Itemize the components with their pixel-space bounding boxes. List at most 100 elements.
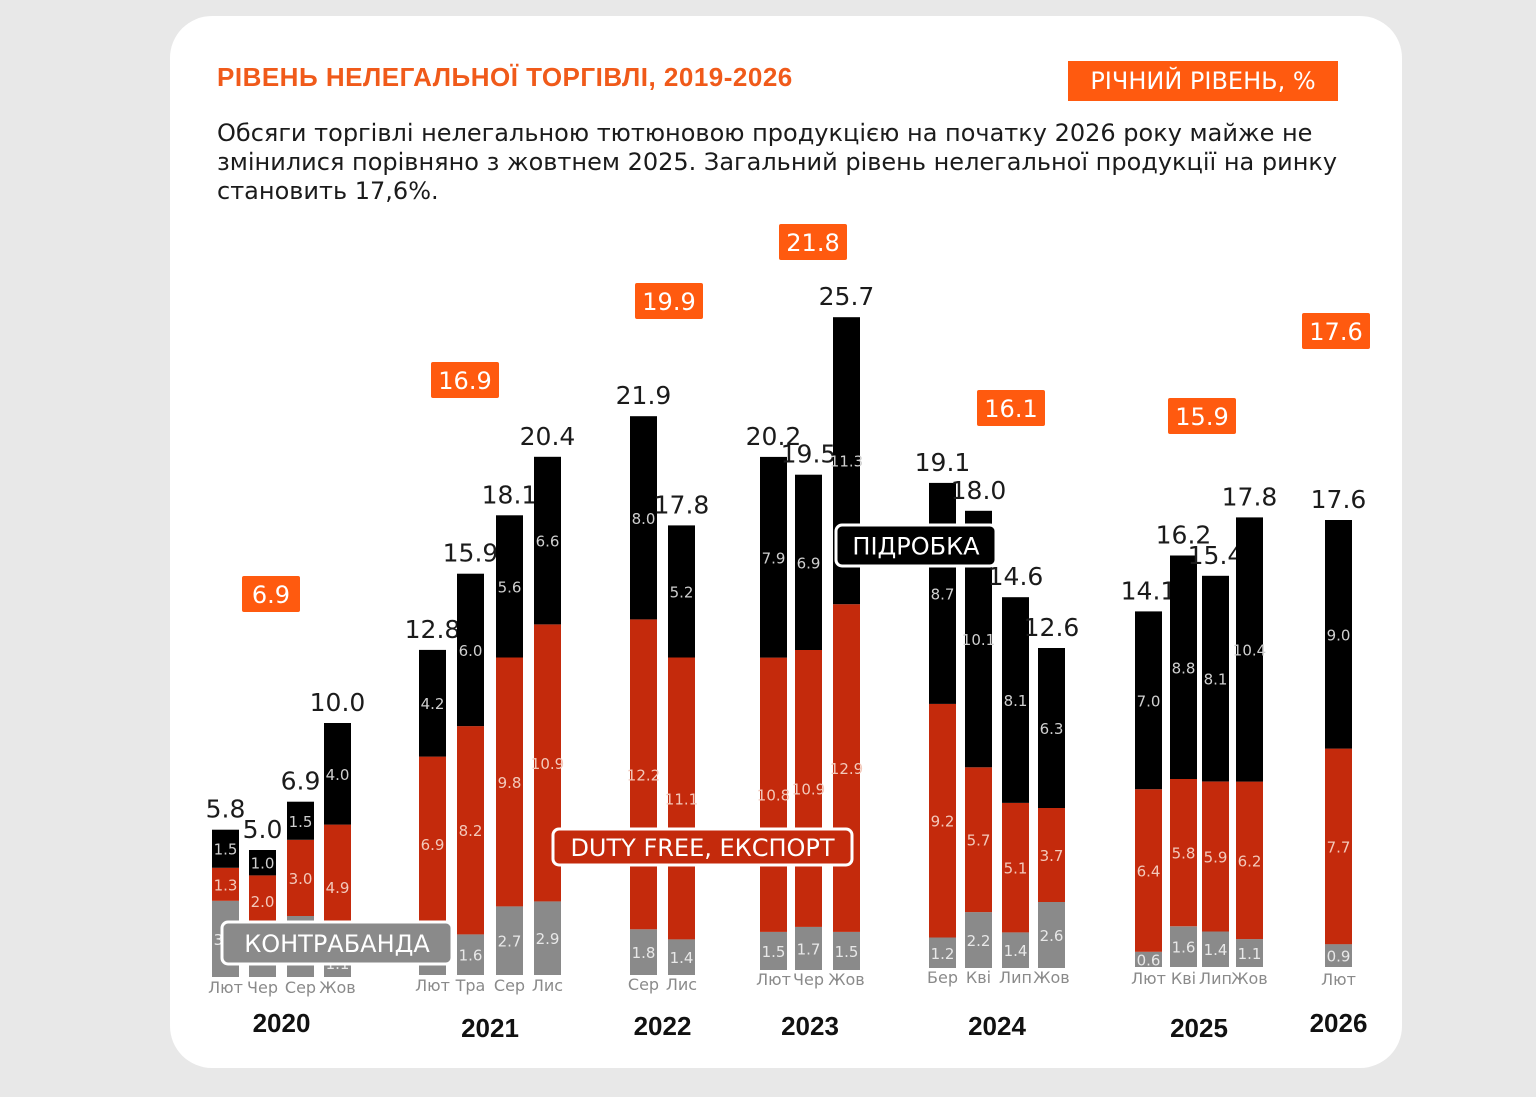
month-tick-label: Сер	[628, 975, 659, 994]
bar-segment-duty-free	[795, 650, 822, 927]
segment-value-label: 1.0	[251, 855, 275, 873]
bar-segment-duty-free	[1002, 802, 1029, 933]
bar-segment-duty-free	[457, 726, 484, 935]
segment-value-label: 8.0	[632, 510, 656, 528]
segment-value-label: 6.9	[421, 836, 445, 854]
annual-value-label: 15.9	[1175, 403, 1228, 431]
bar-total-label: 12.6	[1024, 613, 1080, 642]
bar-segment-duty-free	[287, 839, 314, 916]
year-label: 2023	[781, 1011, 839, 1041]
segment-value-label: 2.6	[1040, 927, 1064, 945]
annual-value-badge	[977, 390, 1045, 426]
segment-value-label: 5.1	[1004, 860, 1028, 878]
segment-value-label: 8.1	[1204, 671, 1228, 689]
segment-value-label: 11.3	[830, 453, 863, 471]
bar-segment-contraband	[965, 912, 992, 968]
month-tick-label: Сер	[494, 976, 525, 995]
bar-segment-counterfeit	[630, 416, 657, 620]
bar-total-label: 21.9	[616, 381, 672, 410]
bar-total-label: 17.8	[654, 490, 710, 519]
segment-value-label: 10.9	[792, 780, 825, 798]
bar-segment-counterfeit	[457, 573, 484, 727]
month-tick-label: Сер	[285, 978, 316, 997]
bar-segment-counterfeit	[1202, 575, 1229, 782]
bar-segment-counterfeit	[534, 456, 561, 625]
segment-value-label: 2.2	[967, 932, 991, 950]
month-tick-label: Жов	[1033, 968, 1069, 987]
bar-segment-counterfeit	[1002, 597, 1029, 803]
segment-value-label: 9.2	[931, 813, 955, 831]
bar-total-label: 20.4	[520, 422, 576, 451]
bar-segment-contraband	[1325, 944, 1352, 967]
bar-segment-duty-free	[212, 867, 239, 901]
bar-segment-duty-free	[419, 756, 446, 932]
bar-total-label: 14.1	[1121, 576, 1177, 605]
month-tick-label: Лип	[1199, 969, 1232, 988]
segment-value-label: 9.8	[498, 774, 522, 792]
legend-label-counterfeit: ПІДРОБКА	[852, 533, 980, 561]
segment-value-label: 6.3	[1040, 720, 1064, 738]
segment-value-label: 8.1	[1004, 692, 1028, 710]
segment-value-label: 4.0	[326, 766, 350, 784]
segment-value-label: 1.5	[762, 943, 786, 961]
legend-callout-contraband	[220, 920, 454, 966]
bar-segment-counterfeit	[668, 525, 695, 658]
bar-segment-contraband	[795, 926, 822, 970]
segment-value-label: 8.8	[1172, 659, 1196, 677]
segment-value-label: 5.6	[498, 578, 522, 596]
month-tick-label: Кві	[966, 968, 991, 987]
bar-segment-duty-free	[1170, 779, 1197, 927]
segment-value-label: 6.0	[459, 642, 483, 660]
month-tick-label: Тра	[455, 976, 486, 995]
bar-segment-duty-free	[630, 619, 657, 930]
bar-total-label: 17.6	[1311, 485, 1367, 514]
bar-total-label: 5.8	[206, 795, 246, 824]
segment-value-label: 2.0	[251, 893, 275, 911]
chart-title: РІВЕНЬ НЕЛЕГАЛЬНОЇ ТОРГІВЛІ, 2019-2026	[217, 62, 793, 92]
segment-value-label: 2.9	[536, 930, 560, 948]
year-label: 2021	[461, 1013, 519, 1043]
bar-segment-contraband	[668, 939, 695, 975]
month-tick-label: Чер	[793, 970, 824, 989]
segment-value-label: 7.0	[1137, 692, 1161, 710]
bar-segment-counterfeit	[324, 723, 351, 825]
year-label: 2025	[1170, 1013, 1228, 1043]
bar-segment-contraband	[1202, 931, 1229, 967]
bar-segment-contraband	[534, 901, 561, 975]
bar-total-label: 17.8	[1222, 482, 1278, 511]
bar-segment-counterfeit	[496, 515, 523, 658]
legend-callout-duty-free	[551, 827, 854, 867]
bar-segment-duty-free	[760, 657, 787, 932]
annual-value-badge	[779, 224, 847, 260]
bar-segment-counterfeit	[419, 649, 446, 757]
bar-segment-duty-free	[1038, 808, 1065, 902]
bar-segment-duty-free	[929, 703, 956, 938]
bar-segment-contraband	[929, 937, 956, 968]
month-tick-label: Кві	[1171, 969, 1196, 988]
segment-value-label: 1.2	[931, 945, 955, 963]
annual-value-label: 16.9	[438, 367, 491, 395]
segment-value-label: 1.1	[1238, 945, 1262, 963]
bar-segment-duty-free	[496, 657, 523, 907]
month-tick-label: Лют	[1131, 969, 1166, 988]
bar-segment-contraband	[496, 906, 523, 975]
bar-segment-contraband	[457, 934, 484, 975]
bar-total-label: 25.7	[819, 282, 875, 311]
month-tick-label: Бер	[927, 968, 958, 987]
annual-value-badge	[242, 576, 300, 612]
bar-segment-counterfeit	[287, 801, 314, 840]
segment-value-label: 12.9	[830, 760, 863, 778]
bar-segment-counterfeit	[1135, 611, 1162, 790]
segment-value-label: 1.4	[670, 949, 694, 967]
bar-segment-contraband	[833, 931, 860, 970]
bar-segment-duty-free	[833, 604, 860, 932]
bar-segment-duty-free	[1202, 781, 1229, 932]
bar-total-label: 15.4	[1188, 541, 1244, 570]
bar-total-label: 16.2	[1156, 521, 1212, 550]
segment-value-label: 1.6	[459, 947, 483, 965]
bar-segment-counterfeit	[929, 482, 956, 704]
segment-value-label: 1.7	[797, 940, 821, 958]
segment-value-label: 8.2	[459, 822, 483, 840]
bar-total-label: 5.0	[243, 815, 283, 844]
